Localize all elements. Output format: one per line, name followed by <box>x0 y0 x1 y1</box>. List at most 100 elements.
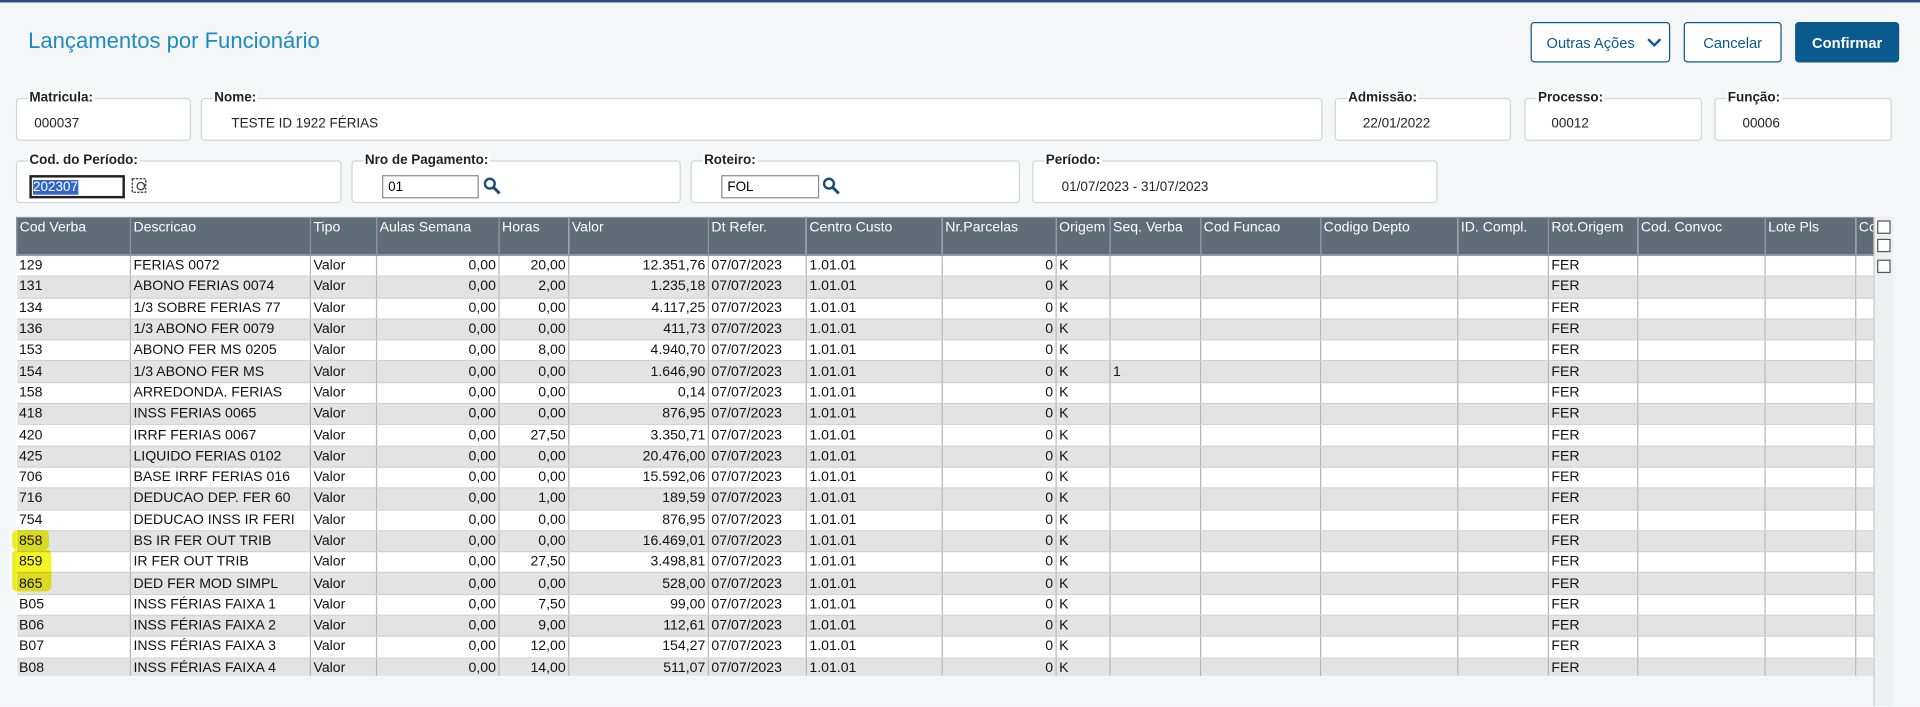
table-cell: 1 <box>1110 361 1202 384</box>
scroll-top[interactable] <box>1877 220 1891 234</box>
table-cell <box>1320 573 1459 595</box>
column-header: Lote Pls <box>1764 216 1857 256</box>
confirm-button[interactable]: Confirmar <box>1795 22 1900 63</box>
table-row[interactable]: 418 INSS FERIAS 0065 Valor 0,00 0,00 876,95 07… <box>16 403 1874 426</box>
table-cell: 0,00 <box>376 594 500 616</box>
table-cell <box>1457 340 1549 362</box>
table-cell <box>1637 340 1766 362</box>
field: Matricula: 000037 <box>15 90 192 141</box>
field: Função: 00006 <box>1714 90 1892 141</box>
table-row[interactable]: 859IR FER OUT TRIBValor0,0027,503.498,81… <box>16 551 1874 574</box>
table-cell <box>1855 615 1874 638</box>
scroll-up[interactable] <box>1877 259 1891 274</box>
table-cell: Valor <box>310 340 378 362</box>
table-cell: 20,00 <box>498 255 570 278</box>
table-cell <box>1765 467 1857 489</box>
table-cell <box>1765 318 1857 341</box>
table-cell: K <box>1056 488 1111 511</box>
table-cell: IR FER OUT TRIB <box>130 551 312 574</box>
field-label: Cod. do Período: <box>28 153 140 169</box>
table-cell: 27,50 <box>498 551 570 574</box>
table-cell: INSS FÉRIAS FAIXA 2 <box>130 615 312 638</box>
table-row[interactable]: 858BS IR FER OUT TRIBValor0,000,0016.469… <box>16 530 1874 553</box>
table-cell <box>1200 276 1322 299</box>
table-cell <box>1457 424 1549 447</box>
table-cell <box>1110 615 1202 638</box>
table-cell: FER <box>1548 509 1639 532</box>
table-cell: Valor <box>310 488 378 511</box>
table-cell <box>1320 361 1459 384</box>
other-actions-button[interactable]: Outras Ações <box>1530 22 1671 63</box>
table-cell <box>1200 297 1322 320</box>
column-header: Cod Verba <box>15 216 132 256</box>
table-row[interactable]: 154 1/3 ABONO FER MS Valor 0,00 0,00 1.646,90… <box>16 361 1874 384</box>
table-cell: 20.476,00 <box>568 445 709 468</box>
table-cell <box>1637 488 1766 511</box>
table-row[interactable]: 131 ABONO FERIAS 0074 Valor 0,00 2,00 1.235,1… <box>16 276 1874 299</box>
table-cell: 1.01.01 <box>806 276 943 299</box>
table-cell: Valor <box>310 594 378 616</box>
table-cell <box>1637 424 1766 447</box>
table-cell: FERIAS 0072 <box>130 255 312 278</box>
table-cell <box>1765 573 1857 595</box>
table-cell: 0,00 <box>376 276 500 299</box>
scroll-page-up[interactable] <box>1877 238 1891 253</box>
table-cell: 1.01.01 <box>806 340 943 362</box>
table-cell: 112,61 <box>568 615 709 638</box>
table-row[interactable]: 716 DEDUCAO DEP. FER 60 Valor 0,00 1,00 189,5… <box>16 488 1874 511</box>
period-code-input[interactable]: 202307 <box>29 175 125 199</box>
table-cell <box>1637 361 1766 384</box>
table-row[interactable]: 865DED FER MOD SIMPLValor0,000,00528,000… <box>16 573 1874 595</box>
table-cell: 1/3 ABONO FER MS <box>130 361 312 384</box>
table-cell <box>1855 594 1874 616</box>
table-cell <box>1855 297 1874 320</box>
table-cell: 131 <box>16 276 132 299</box>
table-row[interactable]: B05 INSS FÉRIAS FAIXA 1 Valor 0,00 7,50 99,00… <box>16 594 1874 616</box>
table-cell <box>1110 255 1202 278</box>
search-icon[interactable] <box>483 177 501 195</box>
table-cell <box>1110 424 1202 447</box>
table-cell: 411,73 <box>568 318 709 341</box>
table-row[interactable]: 136 1/3 ABONO FER 0079 Valor 0,00 0,00 411,73… <box>16 318 1874 341</box>
table-row[interactable]: 425 LIQUIDO FERIAS 0102 Valor 0,00 0,00 20.47… <box>16 445 1874 468</box>
scrollbar[interactable] <box>1873 216 1894 707</box>
table-cell <box>1110 276 1202 299</box>
button-label: Cancelar <box>1703 33 1763 51</box>
table-cell: K <box>1056 255 1111 278</box>
lookup-icon[interactable] <box>131 178 148 195</box>
table-row[interactable]: 153 ABONO FER MS 0205 Valor 0,00 8,00 4.940,7… <box>16 340 1874 362</box>
table-row[interactable]: 420 IRRF FERIAS 0067 Valor 0,00 27,50 3.350,7… <box>16 424 1874 447</box>
table-cell: 876,95 <box>568 403 709 426</box>
table-cell <box>1637 594 1766 616</box>
search-icon[interactable] <box>822 177 840 195</box>
table-row[interactable]: 158 ARREDONDA. FERIAS Valor 0,00 0,00 0,14 07/… <box>16 382 1874 405</box>
table-row[interactable]: B06 INSS FÉRIAS FAIXA 2 Valor 0,00 9,00 112,6… <box>16 615 1874 638</box>
script-input[interactable]: FOL <box>721 175 820 199</box>
table-row[interactable]: 134 1/3 SOBRE FERIAS 77 Valor 0,00 0,00 4.117… <box>16 297 1874 320</box>
table-cell: 189,59 <box>568 488 709 511</box>
cancel-button[interactable]: Cancelar <box>1683 22 1782 63</box>
table-cell: 0,00 <box>376 403 500 426</box>
table-row[interactable]: 129 FERIAS 0072 Valor 0,00 20,00 12.351,76 07/… <box>16 255 1874 278</box>
table-cell <box>1320 424 1459 447</box>
table-cell <box>1855 276 1874 299</box>
table-cell: 07/07/2023 <box>708 424 807 447</box>
table-row[interactable]: B07 INSS FÉRIAS FAIXA 3 Valor 0,00 12,00 154,… <box>16 636 1874 659</box>
field-label: Matricula: <box>28 90 95 107</box>
table-cell: IRRF FERIAS 0067 <box>130 424 312 447</box>
table-cell: 1.01.01 <box>806 573 943 595</box>
table-cell <box>1200 615 1322 638</box>
column-header: Cod. Convoc <box>1637 216 1766 256</box>
table-cell: 0,00 <box>376 509 500 532</box>
table-cell: 0,00 <box>498 382 570 405</box>
table-row[interactable]: 754 DEDUCAO INSS IR FERI Valor 0,00 0,00 876,… <box>16 509 1874 532</box>
table-cell <box>1765 488 1857 511</box>
table-cell <box>1320 297 1459 320</box>
payment-number-input[interactable]: 01 <box>382 175 479 199</box>
table-cell <box>1110 297 1202 320</box>
table-cell: FER <box>1548 551 1639 574</box>
table-row[interactable]: B08 INSS FÉRIAS FAIXA 4 Valor 0,00 14,00 511,… <box>16 657 1874 676</box>
table-cell: 07/07/2023 <box>708 297 807 320</box>
table-row[interactable]: 706 BASE IRRF FERIAS 016 Valor 0,00 0,00 15.5… <box>16 467 1874 489</box>
table-cell <box>1457 657 1549 676</box>
